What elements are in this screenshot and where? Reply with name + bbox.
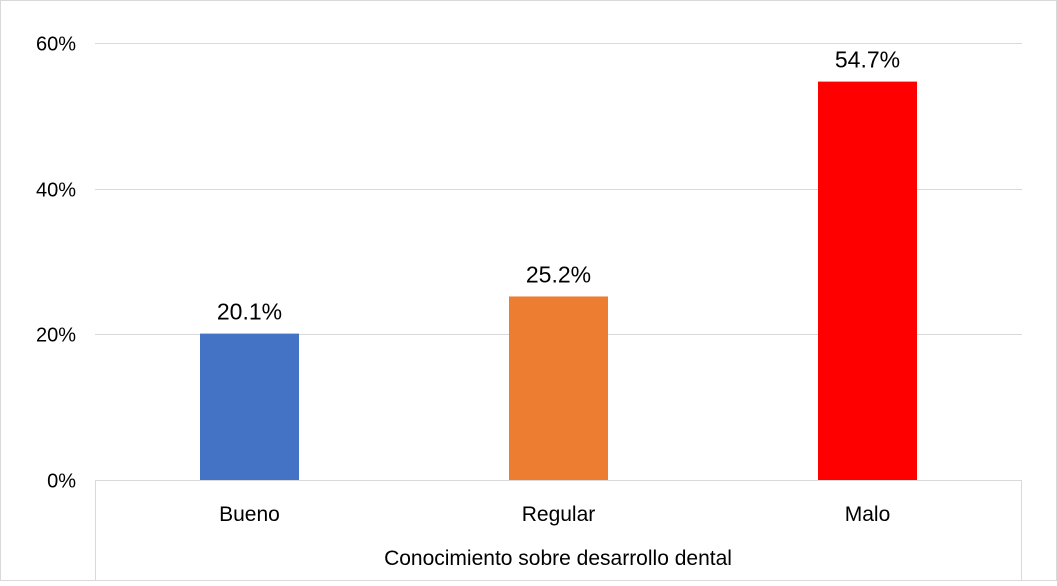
data-label-malo: 54.7% bbox=[835, 47, 900, 73]
data-labels: 20.1% 25.2% 54.7% bbox=[217, 47, 900, 325]
bar-bueno bbox=[200, 333, 299, 480]
x-axis-categories: Bueno Regular Malo bbox=[219, 503, 890, 526]
y-axis-ticks: 0% 20% 40% 60% bbox=[36, 34, 76, 493]
x-axis-title: Conocimiento sobre desarrollo dental bbox=[384, 547, 732, 570]
category-label-malo: Malo bbox=[845, 503, 891, 526]
bar-malo bbox=[818, 81, 917, 480]
y-tick-label: 20% bbox=[36, 325, 76, 347]
bar-regular bbox=[509, 296, 608, 480]
y-tick-label: 60% bbox=[36, 34, 76, 56]
category-label-regular: Regular bbox=[522, 503, 596, 526]
data-label-bueno: 20.1% bbox=[217, 299, 282, 325]
bars bbox=[200, 81, 917, 480]
data-label-regular: 25.2% bbox=[526, 261, 591, 287]
y-tick-label: 40% bbox=[36, 180, 76, 202]
category-label-bueno: Bueno bbox=[219, 503, 280, 526]
y-tick-label: 0% bbox=[47, 471, 76, 493]
